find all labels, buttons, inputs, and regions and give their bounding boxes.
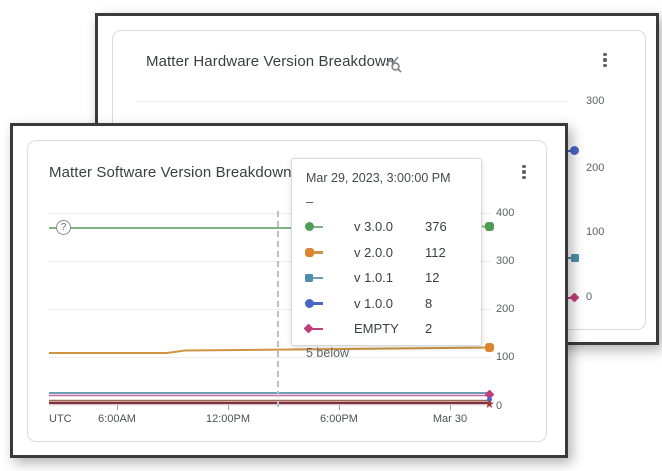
explore-chart-icon[interactable] <box>385 55 403 73</box>
series-label: v 1.0.1 <box>354 270 394 286</box>
y-axis-label: 300 <box>586 95 605 107</box>
y-axis-label: 0 <box>496 400 503 412</box>
chart-tooltip: Mar 29, 2023, 3:00:00 PM – v 3.0.0 376 v… <box>291 158 482 360</box>
series-value: 376 <box>425 219 447 235</box>
series-value: 112 <box>425 244 446 260</box>
x-axis-label: 12:00PM <box>205 413 251 425</box>
series-marker-orange <box>305 247 344 257</box>
series-value: 12 <box>425 270 440 286</box>
x-axis-label: Mar 30 <box>432 413 468 425</box>
series-marker-teal <box>305 273 344 282</box>
crosshair-line <box>277 211 279 407</box>
gridline <box>49 309 491 310</box>
tooltip-row: v 1.0.1 12 <box>305 265 467 291</box>
y-axis-label: 200 <box>496 303 515 315</box>
gridline <box>49 213 491 214</box>
series-label: v 2.0.0 <box>354 244 394 260</box>
endpoint-marker-magenta-diamond <box>569 292 580 303</box>
y-axis-label: 100 <box>586 226 605 238</box>
tooltip-row: v 1.0.0 8 <box>305 291 467 317</box>
y-axis-label: 400 <box>496 207 515 219</box>
series-marker-magenta <box>303 323 344 334</box>
series-value: 2 <box>425 321 433 337</box>
y-axis-label: 100 <box>496 351 515 363</box>
endpoint-marker-orange <box>485 343 494 352</box>
series-marker-green <box>305 222 344 232</box>
kebab-menu-icon[interactable] <box>597 49 613 71</box>
gridline <box>136 101 568 102</box>
endpoint-marker-green <box>485 222 494 231</box>
gridline <box>49 261 491 262</box>
y-axis-label: 0 <box>586 291 593 303</box>
tooltip-timestamp: Mar 29, 2023, 3:00:00 PM <box>306 171 451 185</box>
card-title: Matter Software Version Breakdown <box>49 164 292 181</box>
tooltip-overflow-note: 5 below <box>306 345 350 360</box>
endpoint-marker-teal-square <box>571 254 579 262</box>
gridline <box>49 405 491 406</box>
x-axis-tick <box>228 405 229 410</box>
kebab-menu-icon[interactable] <box>516 161 532 183</box>
endpoint-marker-star: ★ <box>484 397 495 411</box>
question-annotation-icon[interactable]: ? <box>56 220 71 235</box>
tooltip-row: v 2.0.0 112 <box>305 240 467 266</box>
software-breakdown-card: Matter Software Version Breakdown 400 30… <box>27 140 547 442</box>
software-breakdown-window: Matter Software Version Breakdown 400 30… <box>10 123 568 458</box>
series-label: EMPTY <box>354 321 399 337</box>
tooltip-row: v 3.0.0 376 <box>305 214 467 240</box>
x-axis-tick <box>450 405 451 410</box>
y-axis-label: 300 <box>496 255 515 267</box>
x-axis-label: 6:00PM <box>320 413 358 425</box>
x-axis-tick <box>117 405 118 410</box>
series-label: v 3.0.0 <box>354 219 394 235</box>
x-axis-tick <box>339 405 340 410</box>
tooltip-row: EMPTY 2 <box>303 316 467 342</box>
endpoint-marker-blue <box>487 397 492 402</box>
y-axis-label: 200 <box>586 162 605 174</box>
endpoint-marker-blue-circle <box>570 146 579 155</box>
card-title: Matter Hardware Version Breakdown <box>146 53 395 70</box>
series-value: 8 <box>425 295 433 311</box>
series-marker-blue <box>305 298 344 308</box>
tooltip-dash: – <box>306 194 314 209</box>
x-axis-label: 6:00AM <box>98 413 136 425</box>
x-axis-label: UTC <box>49 413 72 425</box>
series-label: v 1.0.0 <box>354 295 394 311</box>
gridline <box>49 357 491 358</box>
